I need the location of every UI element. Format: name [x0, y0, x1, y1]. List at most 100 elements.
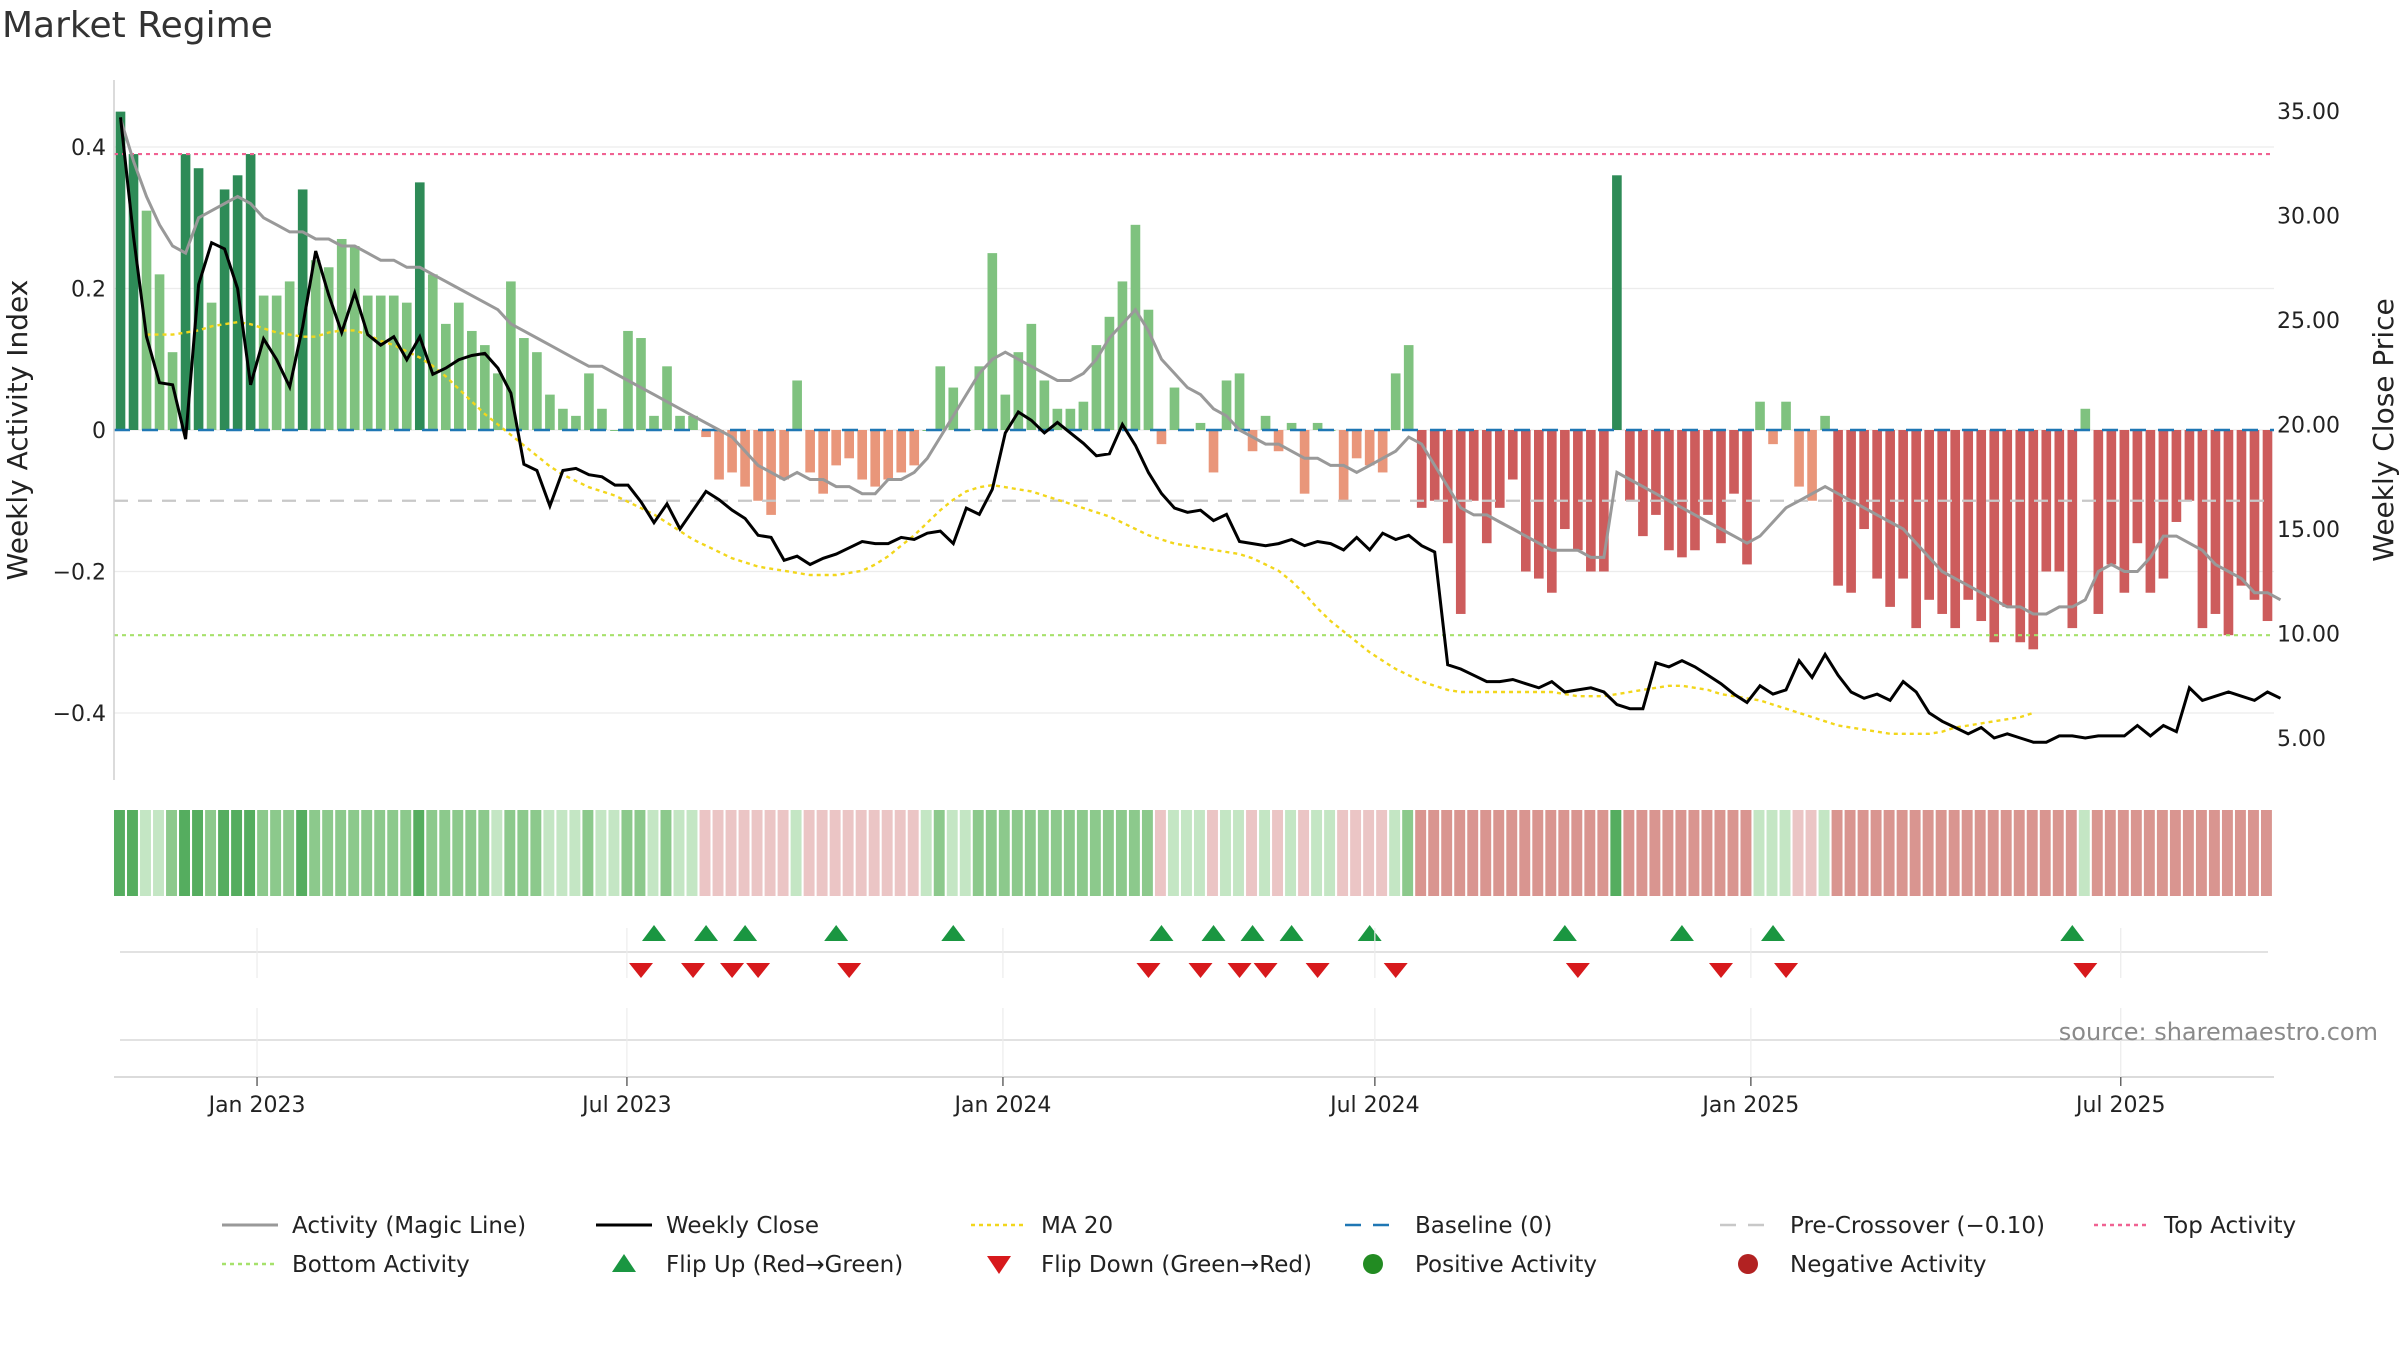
regime-cell [335, 810, 347, 896]
activity-bar [1156, 430, 1167, 445]
regime-cell [2039, 810, 2051, 896]
activity-bar [844, 430, 854, 459]
regime-cell [1558, 810, 1570, 896]
regime-cell [1337, 810, 1349, 896]
regime-cell [1597, 810, 1609, 896]
activity-bar [1729, 430, 1739, 494]
y-right-tick-label: 25.00 [2277, 309, 2340, 334]
activity-bar [948, 387, 959, 430]
activity-bar [180, 154, 191, 430]
activity-bar [662, 366, 672, 430]
regime-cell [1467, 810, 1479, 896]
activity-bar [1039, 380, 1050, 430]
activity-bar [1677, 430, 1687, 558]
activity-bar [558, 408, 568, 430]
regime-cell [1584, 810, 1596, 896]
flip-down-marker [1188, 963, 1213, 978]
regime-cell [2091, 810, 2103, 896]
regime-cell [1870, 810, 1882, 896]
legend-item: Flip Up (Red→Green) [612, 1252, 903, 1278]
regime-cell [2052, 810, 2064, 896]
activity-bar [1534, 430, 1544, 579]
legend: Activity (Magic Line) Weekly Close MA 20 Ba… [222, 1213, 2296, 1278]
regime-cell [192, 810, 204, 896]
regime-cell [127, 810, 138, 896]
activity-bars [115, 111, 2273, 650]
regime-cell [1727, 810, 1739, 896]
activity-bar [2080, 408, 2091, 430]
regime-cell [1102, 810, 1114, 896]
regime-cell [569, 810, 581, 896]
regime-cell [1167, 810, 1179, 896]
activity-bar [1742, 430, 1752, 565]
regime-cell [1207, 810, 1218, 896]
activity-bar [1950, 430, 1961, 629]
weekly-close-line [119, 117, 2282, 744]
activity-bar [310, 260, 321, 430]
regime-cell [1922, 810, 1934, 896]
activity-bar [779, 430, 789, 480]
activity-bar [1820, 415, 1830, 430]
flip-down-marker [1383, 963, 1408, 978]
regime-cell [413, 810, 425, 896]
regime-cell [1480, 810, 1492, 896]
reference-lines [114, 152, 2274, 637]
activity-bar [571, 415, 581, 430]
regime-cell [1402, 810, 1414, 896]
activity-bar [219, 189, 230, 430]
regime-cell [1233, 810, 1244, 896]
flip-up-marker [733, 925, 758, 941]
regime-cell [1545, 810, 1557, 896]
regime-cell [920, 810, 932, 896]
y-right-tick-label: 10.00 [2277, 623, 2340, 648]
y-axis-left-label: Weekly Activity Index [1, 280, 34, 581]
regime-cell [1350, 810, 1362, 896]
activity-bar [1573, 430, 1583, 551]
regime-cell [1688, 810, 1700, 896]
activity-bar [1260, 415, 1271, 430]
regime-cell [1675, 810, 1687, 896]
regime-cell [647, 810, 659, 896]
regime-cell [595, 810, 607, 896]
legend-item: Activity (Magic Line) [222, 1213, 526, 1239]
regime-cell [1141, 810, 1153, 896]
legend-item: Top Activity [2094, 1213, 2296, 1239]
regime-cell [1792, 810, 1804, 896]
legend-item: MA 20 [971, 1213, 1113, 1239]
activity-bar [154, 274, 165, 430]
activity-bar [1455, 430, 1466, 614]
magic-line [119, 118, 2282, 616]
regime-cell [608, 810, 620, 896]
legend-item: Negative Activity [1738, 1252, 1987, 1278]
y-left-tick-label: 0.4 [71, 136, 106, 161]
activity-bar [1755, 401, 1765, 430]
activity-bar [375, 295, 386, 430]
activity-bar [1664, 430, 1674, 551]
regime-cell [2195, 810, 2207, 896]
regime-cell [1363, 810, 1375, 896]
activity-bar [1520, 430, 1531, 572]
regime-cell [1714, 810, 1726, 896]
activity-bar [1911, 430, 1921, 629]
legend-swatch-triangle-down [987, 1256, 1011, 1274]
legend-item: Pre-Crossover (−0.10) [1720, 1213, 2045, 1239]
activity-bar [1963, 430, 1974, 600]
activity-bar [1377, 430, 1388, 473]
activity-bar [493, 373, 503, 430]
activity-bar [545, 394, 555, 430]
flip-up-marker [1279, 925, 1304, 941]
y-right-tick-label: 15.00 [2277, 518, 2340, 543]
flip-up-marker [941, 925, 966, 941]
y-right-tick-label: 35.00 [2277, 100, 2340, 125]
activity-bar [1078, 401, 1089, 430]
activity-bar [1807, 430, 1817, 501]
flip-markers [114, 925, 2274, 1078]
regime-cell [1180, 810, 1192, 896]
regime-cell [452, 810, 464, 896]
flip-up-marker [1552, 925, 1577, 941]
legend-swatch-circle [1363, 1254, 1383, 1274]
activity-bar [1026, 323, 1037, 430]
flip-up-marker [1761, 925, 1786, 941]
regime-cell [842, 810, 854, 896]
regime-cell [1011, 810, 1023, 896]
